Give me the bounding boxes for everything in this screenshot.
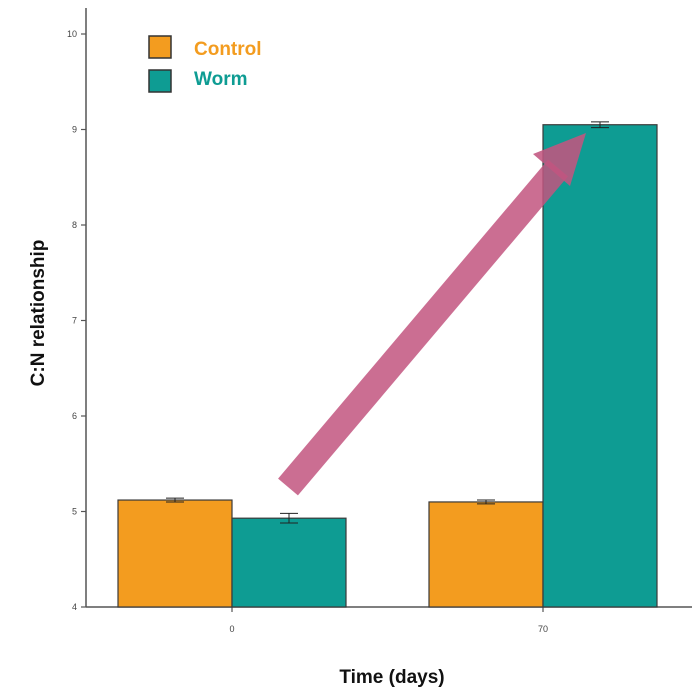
y-tick-label: 10	[67, 29, 77, 39]
arrow-head	[533, 133, 586, 186]
arrow-shaft	[278, 159, 568, 496]
legend-swatch-worm	[148, 69, 172, 93]
y-axis: 4 5 6 7 8 9 10	[67, 8, 87, 612]
y-tick-label: 9	[72, 125, 77, 135]
x-tick-label: 0	[229, 624, 234, 634]
bar-control-70	[428, 501, 544, 608]
y-tick-label: 8	[72, 220, 77, 230]
legend-label-worm: Worm	[194, 69, 247, 90]
x-tick-label: 70	[538, 624, 548, 634]
y-tick-label: 4	[72, 602, 77, 612]
legend-swatch-control	[148, 35, 172, 59]
bars	[117, 121, 658, 608]
bar-control-0	[117, 499, 233, 608]
y-tick-label: 7	[72, 316, 77, 326]
y-tick-label: 6	[72, 411, 77, 421]
bar-worm-70	[542, 124, 658, 608]
y-axis-title: C:N relationship	[28, 240, 49, 387]
x-axis: 0 70	[86, 606, 692, 634]
trend-arrow	[278, 133, 586, 496]
bar-worm-0	[231, 517, 347, 608]
x-axis-title: Time (days)	[339, 667, 444, 688]
y-tick-label: 5	[72, 507, 77, 517]
legend: Control Worm	[148, 35, 262, 93]
legend-label-control: Control	[194, 39, 262, 60]
